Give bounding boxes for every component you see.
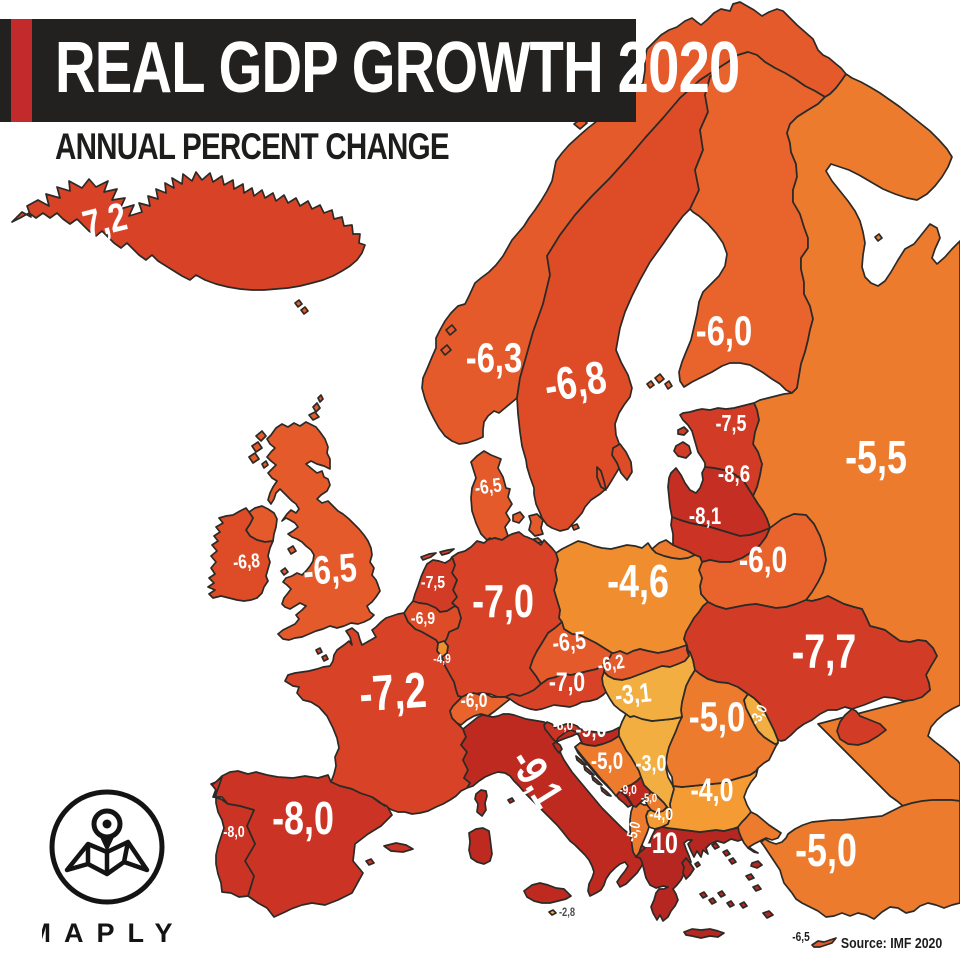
value-label-hr: -9,0: [576, 717, 607, 743]
value-label-pt: -8,0: [223, 824, 245, 842]
country-pt: [211, 776, 256, 898]
folded-map-icon: [64, 839, 150, 877]
value-label-mt: -2,8: [559, 906, 575, 919]
value-label-es: -8,0: [272, 793, 334, 844]
logo-circle-icon: [49, 789, 165, 905]
value-label-cz: -6,5: [551, 626, 587, 657]
value-label-gr: -10: [644, 826, 678, 859]
country-gb: [245, 394, 381, 641]
value-label-ch: -6,0: [461, 689, 488, 711]
value-label-cy: -6,5: [792, 930, 810, 944]
country-ua: [683, 593, 938, 746]
map-subtitle: ANNUAL PERCENT CHANGE: [55, 126, 450, 167]
value-label-sk: -6,2: [596, 650, 626, 677]
country-cy: [811, 937, 837, 948]
country-ru: [651, 73, 960, 807]
value-label-gb: -6,5: [301, 545, 358, 594]
value-label-lt: -8,1: [689, 503, 721, 530]
country-tr: [737, 799, 960, 920]
value-label-dk: -6,5: [473, 473, 503, 499]
country-ie: [207, 507, 274, 602]
value-label-be: -6,9: [411, 608, 435, 628]
value-label-lv: -8,6: [718, 461, 750, 488]
value-label-me: -9,0: [619, 783, 636, 797]
country-dk: [294, 299, 580, 545]
country-es: [210, 770, 414, 918]
value-label-rs: -3,0: [636, 751, 667, 777]
value-label-bg: -4,0: [691, 773, 734, 809]
country-se: [516, 66, 721, 532]
value-label-ee: -7,5: [716, 411, 747, 437]
value-label-hu: -3,1: [614, 678, 653, 712]
value-label-ie: -6,8: [232, 549, 261, 574]
value-label-lu: -4,9: [433, 652, 451, 666]
country-al: [629, 802, 652, 858]
value-label-si: -8,0: [553, 717, 573, 734]
value-label-ro: -5,0: [689, 693, 745, 740]
value-label-by: -6,0: [739, 540, 787, 580]
title-bar: REAL GDP GROWTH 2020: [0, 19, 740, 122]
value-label-fr: -7,2: [357, 661, 428, 722]
source-credit: Source: IMF 2020: [840, 936, 942, 952]
value-label-pl: -4,6: [607, 556, 669, 607]
red-accent-stripe: [11, 19, 32, 122]
value-label-tr: -5,0: [795, 825, 857, 876]
map-title: REAL GDP GROWTH 2020: [55, 28, 740, 108]
value-label-xk: -5,0: [641, 792, 657, 805]
value-label-ba: -5,0: [591, 748, 623, 775]
value-label-ru: -5,5: [845, 432, 907, 483]
country-mt: [548, 909, 557, 916]
value-label-se: -6,8: [540, 351, 610, 412]
logo-wordmark: MAPLY: [42, 918, 186, 948]
country-is: [11, 171, 366, 291]
country-hu: [601, 644, 696, 722]
value-label-al: -5,0: [622, 820, 643, 844]
country-ee: [673, 402, 763, 497]
value-label-de: -7,0: [472, 576, 534, 627]
value-label-at: -7,0: [549, 668, 585, 698]
value-label-mk: -4,0: [649, 804, 673, 824]
map-pin-icon: [91, 808, 123, 852]
value-label-fi: -6,0: [696, 307, 752, 354]
value-label-nl: -7,5: [421, 572, 445, 592]
country-ch: [449, 692, 511, 726]
value-label-no: -6,3: [466, 334, 522, 381]
value-label-ua: -7,7: [792, 626, 857, 680]
maply-logo: MAPLY: [42, 789, 186, 948]
